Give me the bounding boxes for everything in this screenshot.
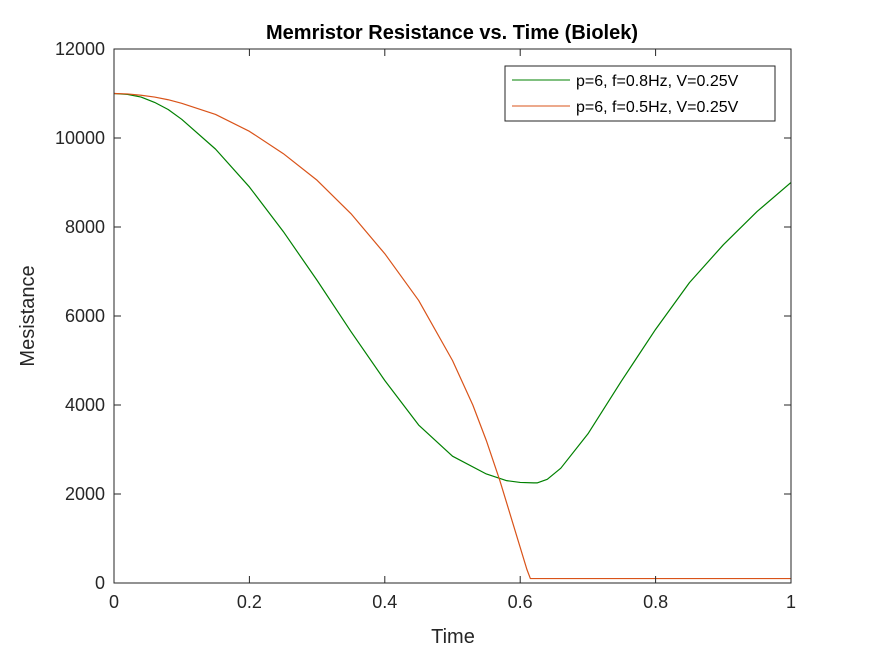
y-tick-label: 12000 <box>55 39 105 59</box>
x-axis-ticks: 0 0.2 0.4 0.6 0.8 1 <box>109 49 796 612</box>
y-tick-label: 6000 <box>65 306 105 326</box>
x-tick-label: 0.4 <box>372 592 397 612</box>
x-tick-label: 0.6 <box>508 592 533 612</box>
chart-title: Memristor Resistance vs. Time (Biolek) <box>266 22 638 44</box>
x-tick-label: 0 <box>109 592 119 612</box>
y-tick-label: 10000 <box>55 128 105 148</box>
legend: p=6, f=0.8Hz, V=0.25V p=6, f=0.5Hz, V=0.… <box>504 65 776 122</box>
x-tick-label: 1 <box>786 592 796 612</box>
y-axis-label: Mesistance <box>17 265 39 366</box>
y-tick-label: 2000 <box>65 484 105 504</box>
y-tick-label: 4000 <box>65 395 105 415</box>
legend-label-series-1: p=6, f=0.5Hz, V=0.25V <box>576 99 739 116</box>
y-axis-ticks: 0 2000 4000 6000 8000 10000 12000 <box>55 39 791 593</box>
legend-box <box>504 65 776 122</box>
x-tick-label: 0.8 <box>643 592 668 612</box>
y-tick-label: 0 <box>95 573 105 593</box>
x-tick-label: 0.2 <box>237 592 262 612</box>
series-line-1 <box>114 92 791 580</box>
series-line-0 <box>114 92 791 484</box>
series-lines <box>114 92 791 580</box>
x-axis-label: Time <box>431 626 475 648</box>
axes-background <box>114 49 791 583</box>
legend-label-series-0: p=6, f=0.8Hz, V=0.25V <box>576 73 739 90</box>
y-tick-label: 8000 <box>65 217 105 237</box>
